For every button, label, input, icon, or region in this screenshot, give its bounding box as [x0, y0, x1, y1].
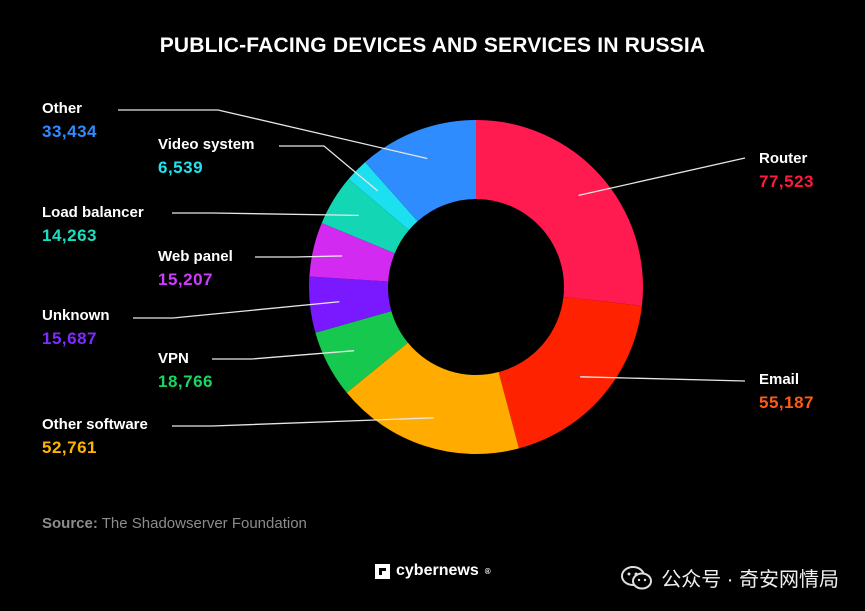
label-load-balancer-value: 14,263: [42, 226, 97, 245]
slice-vpn: [315, 311, 408, 393]
brand-name: cybernews: [396, 562, 479, 579]
leader-line-video-system: [279, 145, 379, 192]
label-router: Router 77,523: [759, 151, 814, 190]
leader-line-other-software: [172, 417, 434, 427]
slice-router: [476, 120, 643, 306]
label-other-software-name: Other software: [42, 416, 148, 433]
label-vpn-name: VPN: [158, 350, 189, 367]
label-email-name: Email: [759, 371, 800, 388]
label-router-value: 77,523: [759, 172, 814, 191]
label-email-value: 55,187: [759, 393, 814, 412]
brand-logo: cybernews ®: [375, 562, 491, 580]
label-vpn: VPN 18,766: [158, 351, 213, 390]
label-other-value: 33,434: [42, 122, 97, 141]
slice-video-system: [348, 162, 418, 231]
leader-line-email: [580, 376, 746, 382]
label-email: Email 55,187: [759, 372, 814, 411]
source-prefix: Source:: [42, 515, 98, 532]
label-web-panel-name: Web panel: [158, 248, 233, 265]
label-other-software: Other software 52,761: [42, 417, 148, 456]
slice-web-panel: [309, 223, 395, 282]
slice-other: [365, 120, 476, 222]
label-unknown: Unknown 15,687: [42, 308, 110, 347]
slice-other-software: [346, 342, 519, 454]
leader-line-router: [578, 157, 746, 197]
label-web-panel: Web panel 15,207: [158, 249, 233, 288]
leader-line-other: [118, 109, 428, 160]
chart-title: PUBLIC-FACING DEVICES AND SERVICES IN RU…: [159, 34, 706, 57]
source-note: Source: The Shadowserver Foundation: [42, 515, 307, 532]
label-video-system-value: 6,539: [158, 158, 204, 177]
leader-line-vpn: [212, 350, 355, 360]
wechat-icon: [621, 565, 653, 591]
slice-email: [498, 296, 642, 449]
label-video-system: Video system 6,539: [158, 137, 254, 176]
watermark-text: 公众号 · 奇安网情局: [661, 569, 839, 591]
label-video-system-name: Video system: [158, 136, 255, 153]
label-unknown-value: 15,687: [42, 329, 97, 348]
label-load-balancer: Load balancer 14,263: [42, 205, 144, 244]
label-load-balancer-name: Load balancer: [42, 204, 144, 221]
label-unknown-name: Unknown: [42, 307, 110, 324]
label-other-software-value: 52,761: [42, 438, 97, 457]
source-text: The Shadowserver Foundation: [101, 515, 307, 532]
label-router-name: Router: [759, 150, 808, 167]
label-other: Other 33,434: [42, 101, 97, 140]
wechat-watermark: 公众号 · 奇安网情局: [621, 563, 839, 592]
slice-load-balancer: [321, 179, 409, 254]
leader-line-web-panel: [255, 255, 343, 258]
label-web-panel-value: 15,207: [158, 270, 213, 289]
cybernews-logo-icon: [375, 563, 390, 579]
label-vpn-value: 18,766: [158, 372, 213, 391]
label-other-name: Other: [42, 100, 83, 117]
leader-line-unknown: [133, 301, 340, 319]
leader-line-load-balancer: [172, 212, 359, 217]
brand-registered-mark: ®: [484, 566, 491, 576]
slice-unknown: [309, 276, 392, 333]
